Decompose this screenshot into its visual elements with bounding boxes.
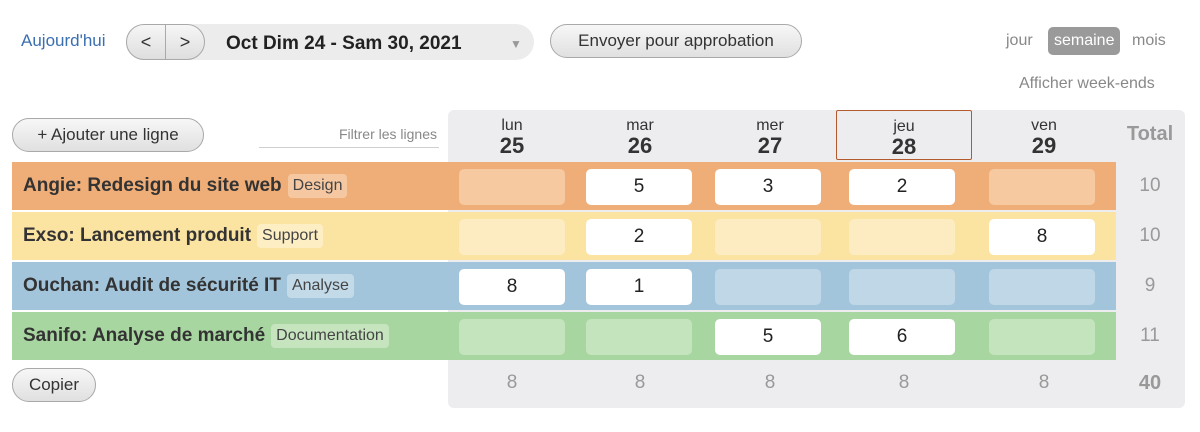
day-header: mar 26 [576, 110, 704, 160]
view-month-button[interactable]: mois [1132, 32, 1166, 49]
date-range-selector[interactable]: Oct Dim 24 - Sam 30, 2021 [226, 33, 462, 54]
hours-cell[interactable]: 2 [849, 169, 955, 205]
timesheet-row: Sanifo: Analyse de marché Documentation … [12, 312, 1116, 360]
day-number: 27 [757, 133, 783, 158]
next-week-button[interactable]: > [165, 24, 205, 60]
hours-cell[interactable]: 8 [989, 219, 1095, 255]
day-number: 26 [627, 133, 653, 158]
hours-cell[interactable] [459, 219, 565, 255]
day-number: 28 [891, 134, 917, 159]
day-header: lun 25 [448, 110, 576, 160]
day-header: mer 27 [706, 110, 834, 160]
project-name: Ouchan: Audit de sécurité IT [23, 275, 281, 296]
row-total: 11 [1140, 325, 1160, 346]
timesheet-row: Angie: Redesign du site web Design 5 3 2 [12, 162, 1116, 210]
day-name: lun [501, 117, 523, 134]
hours-cell[interactable]: 3 [715, 169, 821, 205]
row-label: Ouchan: Audit de sécurité IT Analyse [23, 262, 354, 310]
add-row-button[interactable]: + Ajouter une ligne [12, 118, 204, 152]
category-tag: Analyse [286, 274, 354, 298]
project-name: Exso: Lancement produit [23, 225, 252, 246]
hours-cell[interactable] [715, 219, 821, 255]
hours-cell[interactable] [989, 319, 1095, 355]
hours-cell[interactable] [989, 269, 1095, 305]
previous-week-button[interactable]: < [126, 24, 166, 60]
row-label: Exso: Lancement produit Support [23, 212, 324, 260]
row-total: 10 [1139, 225, 1161, 246]
show-weekends-toggle[interactable]: Afficher week-ends [1019, 75, 1155, 92]
day-total: 8 [898, 372, 910, 393]
hours-cell[interactable] [849, 269, 955, 305]
view-week-button[interactable]: semaine [1048, 27, 1121, 55]
day-name: ven [1031, 117, 1057, 134]
project-name: Sanifo: Analyse de marché [23, 325, 266, 346]
hours-cell[interactable]: 8 [459, 269, 565, 305]
day-name: jeu [893, 118, 915, 135]
day-name: mer [756, 117, 784, 134]
hours-cell[interactable]: 5 [586, 169, 692, 205]
hours-cell[interactable]: 5 [715, 319, 821, 355]
hours-cell[interactable] [989, 169, 1095, 205]
copy-button[interactable]: Copier [12, 368, 96, 402]
hours-cell[interactable] [849, 219, 955, 255]
day-number: 29 [1031, 133, 1057, 158]
day-name: mar [626, 117, 654, 134]
day-total: 8 [764, 372, 776, 393]
day-total: 8 [506, 372, 518, 393]
day-header: ven 29 [980, 110, 1108, 160]
total-column-header: Total [1126, 123, 1174, 145]
grand-total: 40 [1138, 372, 1162, 394]
row-label: Angie: Redesign du site web Design [23, 162, 348, 210]
category-tag: Design [287, 174, 348, 198]
hours-cell[interactable] [459, 319, 565, 355]
hours-cell[interactable]: 1 [586, 269, 692, 305]
date-navigation: < > Oct Dim 24 - Sam 30, 2021 ▼ [126, 24, 534, 60]
hours-cell[interactable]: 2 [586, 219, 692, 255]
day-header-today: jeu 28 [836, 110, 972, 160]
day-total: 8 [634, 372, 646, 393]
row-label: Sanifo: Analyse de marché Documentation [23, 312, 389, 360]
hours-cell[interactable] [459, 169, 565, 205]
timesheet-row: Exso: Lancement produit Support 2 8 [12, 212, 1116, 260]
chevron-down-icon[interactable]: ▼ [510, 37, 522, 51]
hours-cell[interactable] [715, 269, 821, 305]
submit-for-approval-button[interactable]: Envoyer pour approbation [550, 24, 802, 58]
view-day-button[interactable]: jour [1006, 32, 1033, 49]
timesheet-row: Ouchan: Audit de sécurité IT Analyse 8 1 [12, 262, 1116, 310]
row-total: 9 [1144, 275, 1156, 296]
hours-cell[interactable]: 6 [849, 319, 955, 355]
project-name: Angie: Redesign du site web [23, 175, 282, 196]
row-total: 10 [1139, 175, 1161, 196]
day-total: 8 [1038, 372, 1050, 393]
category-tag: Support [257, 224, 324, 248]
hours-cell[interactable] [586, 319, 692, 355]
category-tag: Documentation [271, 324, 389, 348]
today-link[interactable]: Aujourd'hui [21, 31, 106, 50]
day-number: 25 [499, 133, 525, 158]
filter-rows-input[interactable] [259, 120, 439, 148]
